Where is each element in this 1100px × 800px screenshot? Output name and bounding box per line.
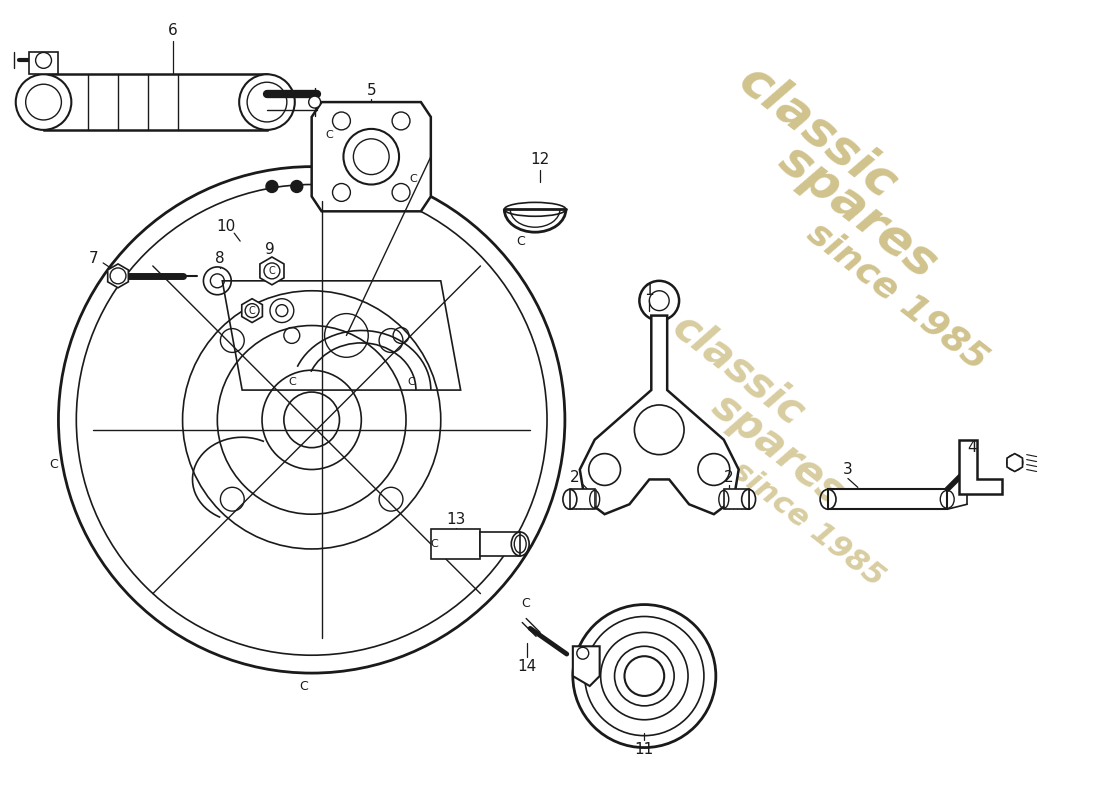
Polygon shape: [242, 298, 263, 322]
Circle shape: [266, 181, 278, 193]
Polygon shape: [481, 532, 520, 556]
Text: 8: 8: [216, 251, 225, 266]
Polygon shape: [580, 315, 739, 514]
Text: 1: 1: [645, 283, 654, 298]
Text: since 1985: since 1985: [726, 456, 890, 593]
Text: 3: 3: [843, 462, 852, 477]
Text: 4: 4: [967, 440, 977, 455]
Polygon shape: [29, 53, 58, 74]
Text: C: C: [430, 539, 438, 549]
Text: spares: spares: [769, 134, 946, 288]
Text: C: C: [516, 234, 525, 248]
Circle shape: [309, 96, 320, 108]
Circle shape: [290, 181, 303, 193]
Text: C: C: [268, 266, 275, 276]
Text: 10: 10: [217, 218, 235, 234]
Text: 13: 13: [446, 512, 465, 526]
Text: 7: 7: [88, 251, 98, 266]
Polygon shape: [260, 257, 284, 285]
Polygon shape: [570, 490, 595, 510]
Text: 14: 14: [517, 658, 537, 674]
Text: spares: spares: [704, 385, 852, 514]
Text: C: C: [249, 306, 255, 316]
Text: 5: 5: [366, 82, 376, 98]
Polygon shape: [311, 102, 431, 211]
Circle shape: [639, 281, 679, 321]
Text: since 1985: since 1985: [801, 215, 994, 377]
Text: C: C: [409, 174, 417, 183]
Circle shape: [573, 605, 716, 747]
Polygon shape: [724, 490, 749, 510]
Text: C: C: [50, 458, 58, 471]
Text: C: C: [299, 679, 308, 693]
Polygon shape: [959, 440, 1002, 494]
Text: C: C: [288, 377, 296, 387]
Text: 11: 11: [635, 742, 654, 757]
Text: 12: 12: [530, 152, 550, 167]
Text: 9: 9: [265, 242, 275, 257]
Circle shape: [15, 74, 72, 130]
Circle shape: [239, 74, 295, 130]
Polygon shape: [1006, 454, 1023, 471]
Text: classic: classic: [729, 55, 906, 208]
Polygon shape: [431, 529, 481, 559]
Polygon shape: [44, 74, 267, 130]
Text: 2: 2: [724, 470, 734, 485]
Polygon shape: [828, 490, 947, 510]
Text: C: C: [520, 597, 529, 610]
Text: C: C: [407, 377, 415, 387]
Text: 6: 6: [168, 23, 177, 38]
Polygon shape: [573, 646, 600, 686]
Polygon shape: [108, 264, 129, 288]
Text: C: C: [326, 130, 333, 140]
Text: 2: 2: [570, 470, 580, 485]
Text: classic: classic: [664, 306, 813, 434]
